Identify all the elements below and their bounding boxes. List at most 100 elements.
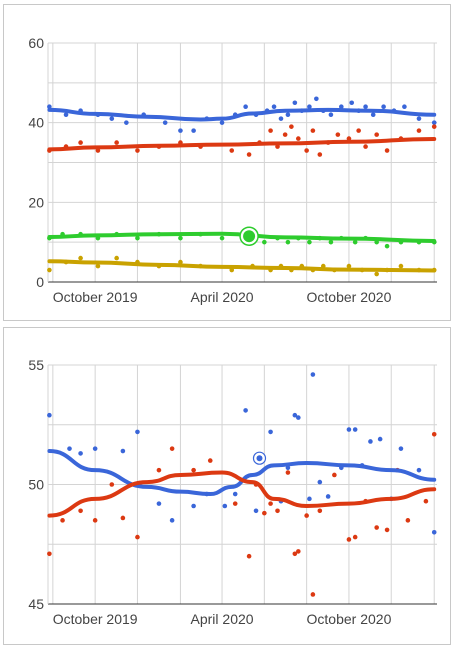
top-data-point — [346, 263, 352, 269]
top-data-point — [278, 116, 284, 121]
top-x-tick-label: October 2020 — [307, 289, 392, 305]
top-data-point — [63, 112, 69, 117]
top-data-point — [271, 104, 277, 110]
bottom-data-point — [296, 549, 301, 554]
bottom-data-point — [135, 534, 140, 540]
bottom-data-point — [47, 412, 52, 418]
top-data-point — [384, 243, 390, 249]
bottom-data-point — [325, 494, 331, 499]
top-data-point — [339, 104, 344, 110]
bottom-data-point — [285, 470, 291, 475]
top-data-point — [114, 255, 119, 261]
bottom-y-tick-label: 50 — [28, 477, 44, 493]
bottom-data-point — [310, 592, 316, 597]
top-data-point — [178, 128, 183, 133]
top-data-point — [384, 148, 390, 153]
top-data-point — [135, 148, 140, 153]
bottom-data-point — [156, 467, 162, 473]
top-data-point — [307, 104, 312, 110]
top-data-point — [268, 128, 273, 133]
top-data-point — [310, 128, 316, 133]
top-data-point — [363, 104, 368, 110]
top-data-point — [349, 100, 355, 106]
top-trend-line-2 — [47, 231, 437, 243]
top-data-point — [178, 259, 183, 265]
bottom-data-point — [156, 501, 162, 506]
top-data-point — [109, 116, 115, 121]
bottom-data-point — [47, 551, 52, 557]
bottom-data-point — [292, 412, 298, 418]
bottom-data-point — [232, 501, 238, 506]
top-data-point — [243, 104, 248, 110]
bottom-data-point — [222, 503, 228, 509]
top-data-point — [370, 112, 376, 117]
top-data-point — [431, 124, 437, 129]
bottom-data-point — [292, 551, 298, 557]
top-data-point — [124, 120, 129, 125]
bottom-data-point — [92, 518, 98, 523]
top-data-point — [78, 140, 83, 145]
top-data-point — [381, 104, 386, 110]
bottom-data-point — [191, 503, 196, 509]
top-data-point — [262, 239, 267, 245]
top-x-tick-label: October 2019 — [53, 289, 138, 305]
bottom-data-point — [78, 451, 83, 456]
bottom-data-point — [268, 501, 273, 506]
top-data-point — [285, 112, 291, 117]
top-y-tick-label: 20 — [28, 194, 44, 210]
top-data-point — [47, 104, 52, 110]
bottom-data-point — [346, 427, 352, 432]
bottom-trend-line-1 — [47, 470, 437, 518]
top-data-point — [114, 140, 119, 145]
bottom-data-point — [191, 467, 196, 473]
bottom-data-point — [317, 479, 323, 485]
bottom-data-point — [109, 482, 115, 487]
bottom-y-tick-label: 55 — [28, 357, 44, 373]
top-data-point — [289, 124, 294, 129]
bottom-series-1 — [47, 432, 437, 597]
top-chart: 0 20 40 60 October 2019 April 2020 October 202… — [28, 35, 437, 305]
top-trend-line-3 — [47, 259, 437, 273]
bottom-x-tick-label: October 2020 — [307, 611, 392, 627]
top-data-point — [416, 116, 422, 121]
bottom-data-point — [232, 491, 238, 497]
bottom-data-point — [169, 446, 175, 451]
top-y-tick-label: 60 — [28, 35, 44, 51]
bottom-data-point — [243, 408, 248, 413]
top-data-point — [356, 128, 361, 133]
bottom-data-point — [377, 436, 383, 442]
top-data-point — [47, 267, 52, 273]
top-data-point — [328, 239, 334, 245]
top-data-point — [95, 263, 101, 269]
bottom-data-point — [431, 530, 437, 535]
top-data-point — [307, 239, 312, 245]
bottom-data-point — [405, 518, 411, 523]
bottom-data-point — [120, 448, 126, 454]
top-data-point — [363, 144, 368, 149]
bottom-data-point — [317, 508, 323, 514]
bottom-data-point — [431, 432, 437, 437]
top-data-point — [296, 136, 301, 141]
top-grid — [48, 42, 437, 283]
top-data-point — [314, 96, 319, 102]
top-data-point — [229, 148, 235, 153]
bottom-data-point — [304, 513, 309, 518]
bottom-data-point — [384, 527, 390, 533]
bottom-series-0 — [47, 372, 437, 535]
bottom-highlight-marker[interactable] — [252, 451, 267, 465]
top-highlight-marker[interactable] — [239, 226, 259, 246]
bottom-data-point — [207, 458, 213, 463]
top-data-point — [219, 235, 225, 241]
bottom-data-point — [423, 498, 429, 504]
top-data-point — [162, 120, 168, 125]
top-data-point — [292, 100, 298, 106]
top-data-point — [219, 120, 225, 125]
bottom-data-point — [416, 467, 422, 473]
top-data-point — [374, 271, 379, 277]
bottom-data-point — [262, 510, 267, 516]
bottom-trend-line-0 — [47, 449, 437, 497]
bottom-data-point — [332, 472, 337, 478]
top-data-point — [374, 132, 379, 137]
bottom-data-point — [346, 537, 352, 542]
top-data-point — [431, 120, 437, 125]
